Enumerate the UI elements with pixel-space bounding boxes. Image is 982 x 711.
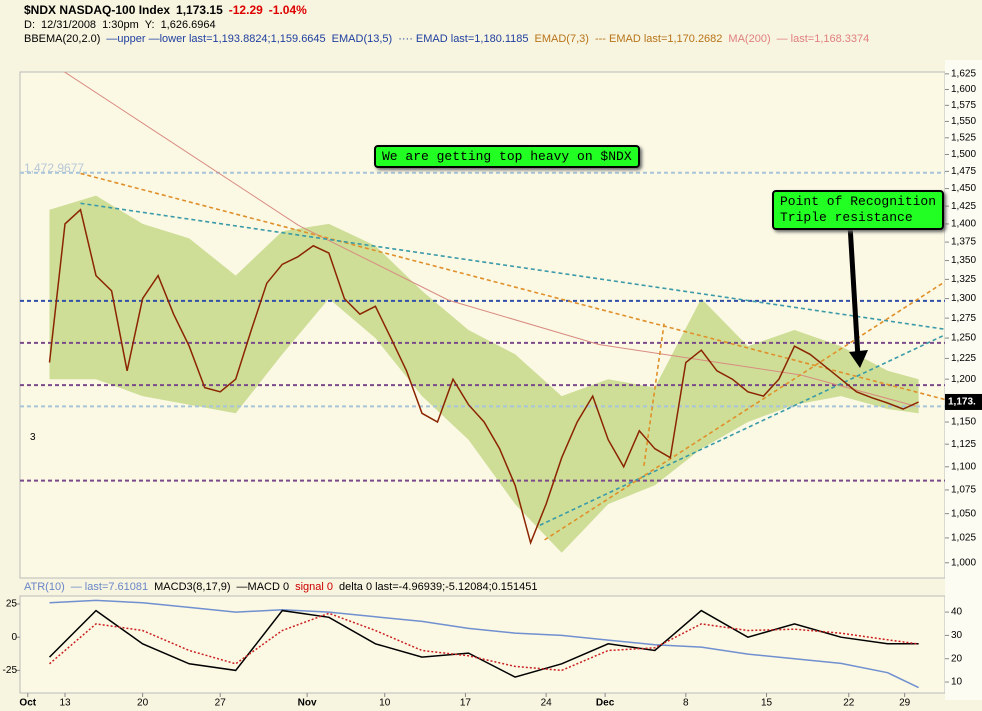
header-text: MA(200) [728,33,771,45]
header-text: $NDX NASDAQ-100 Index [24,3,171,17]
y-tick-label: 1,600 [951,84,976,95]
y-tick-label: 1,625 [951,68,976,79]
trendline [80,202,945,331]
legend-line: BBEMA(20,2.0) —upper —lower last=1,193.88… [24,33,875,45]
header-line-2: D: 12/31/2008 1:30pm Y: 1,626.6964 [24,19,222,31]
y-tick-label: 1,275 [951,313,976,324]
y-tick-label: 1,500 [951,149,976,160]
y2-tick-label: 10 [951,677,963,688]
header-text: MACD3(8,17,9) [154,581,231,593]
header-text: —upper —lower last=1,193.8824;1,159.6645 [106,33,326,45]
y-tick-label: 1,300 [951,293,976,304]
note: Point of Recognition [780,194,937,209]
x-tick-label: 15 [761,698,773,709]
y-tick-label: -25 [3,665,18,676]
header-text: 1,173.15 [176,3,223,17]
axis-area [945,60,982,700]
y-tick-label: 1,325 [951,274,976,285]
header-line-1: $NDX NASDAQ-100 Index 1,173.15 -12.29 -1.04… [24,3,313,17]
y-tick-label: 1,375 [951,237,976,248]
ma-line [63,72,916,407]
y-tick-label: 1,475 [951,166,976,177]
x-tick-label: 8 [683,698,689,709]
x-tick-label: 22 [843,698,855,709]
header-text: EMAD(13,5) [331,33,393,45]
header-text: ···· EMAD last=1,180.1185 [398,33,529,45]
y-tick-label: 1,550 [951,116,976,127]
y-tick-label: 1,075 [951,485,976,496]
x-tick-label: 24 [541,698,553,709]
x-tick-label: Oct [19,698,36,709]
series-line [49,612,919,672]
y-tick-label: 25 [6,599,18,610]
y-tick-label: 1,250 [951,333,976,344]
y-tick-label: 1,450 [951,183,976,194]
y2-tick-label: 20 [951,653,963,664]
trendline [539,334,945,526]
header-text: D: [24,19,35,31]
y-tick-label: 1,150 [951,417,976,428]
trendline [643,323,665,466]
series-line [48,609,919,678]
trendline [80,172,945,401]
y-tick-label: 1,350 [951,255,976,266]
y-tick-label: 1,575 [951,100,976,111]
trendline [544,280,945,541]
recognition-box: Point of Recognition Triple resistance [772,190,945,230]
x-tick-label: 10 [379,698,391,709]
y-tick-label: 0 [11,632,17,643]
x-tick-label: 29 [899,698,911,709]
note-box: We are getting top heavy on $NDX [374,145,640,168]
y-tick-label: 1,025 [951,533,976,544]
header-text: -1.04% [268,3,307,17]
x-tick-label: 13 [59,698,71,709]
header-text: 12/31/2008 [41,19,97,31]
lower-legend: ATR(10) — last=7.61081 MACD3(8,17,9) —MACD … [24,581,544,593]
y-tick-label: 1,400 [951,219,976,230]
header-text: ATR(10) [24,581,65,593]
series-line [49,599,919,689]
header-text: 1:30pm [102,19,139,31]
note: Triple resistance [780,210,913,225]
series-line [48,208,919,546]
x-tick-label: 17 [460,698,472,709]
y-tick-label: 1,000 [951,557,976,568]
header-text: —MACD 0 [236,581,290,593]
price-tag: 1,173. [948,397,976,408]
header-text: signal 0 [295,581,334,593]
header-text: — last=1,168.3374 [776,33,870,45]
header-text: BBEMA(20,2.0) [24,33,101,45]
x-tick-label: 20 [137,698,149,709]
header-text: — last=7.61081 [70,581,149,593]
header-text: --- EMAD last=1,170.2682 [594,33,723,45]
x-tick-label: Dec [596,698,615,709]
y-tick-label: 1,225 [951,353,976,364]
y-tick-label: 1,125 [951,439,976,450]
arrow [847,224,861,359]
header-text: Y: [144,19,155,31]
price-tag-box [945,393,982,410]
header-text: -12.29 [228,3,263,17]
lower-panel [19,595,946,694]
header-text: 1,626.6964 [160,19,216,31]
x-tick-label: 27 [215,698,227,709]
y-tick-label: 1,425 [951,201,976,212]
arrow-head [849,350,868,368]
y-tick-label: 1,100 [951,461,976,472]
y2-tick-label: 40 [951,607,963,618]
header-text: delta 0 last=-4.96939;-5.12084;0.151451 [339,581,538,593]
header-text: EMAD(7,3) [534,33,589,45]
y-tick-label: 1,050 [951,508,976,519]
y2-tick-label: 30 [951,630,963,641]
marker: 3 [30,432,36,443]
high-label: 1,472.9677 [24,161,85,175]
x-tick-label: Nov [298,698,317,709]
note: We are getting top heavy on $NDX [382,149,632,164]
y-tick-label: 1,200 [951,374,976,385]
y-tick-label: 1,525 [951,132,976,143]
